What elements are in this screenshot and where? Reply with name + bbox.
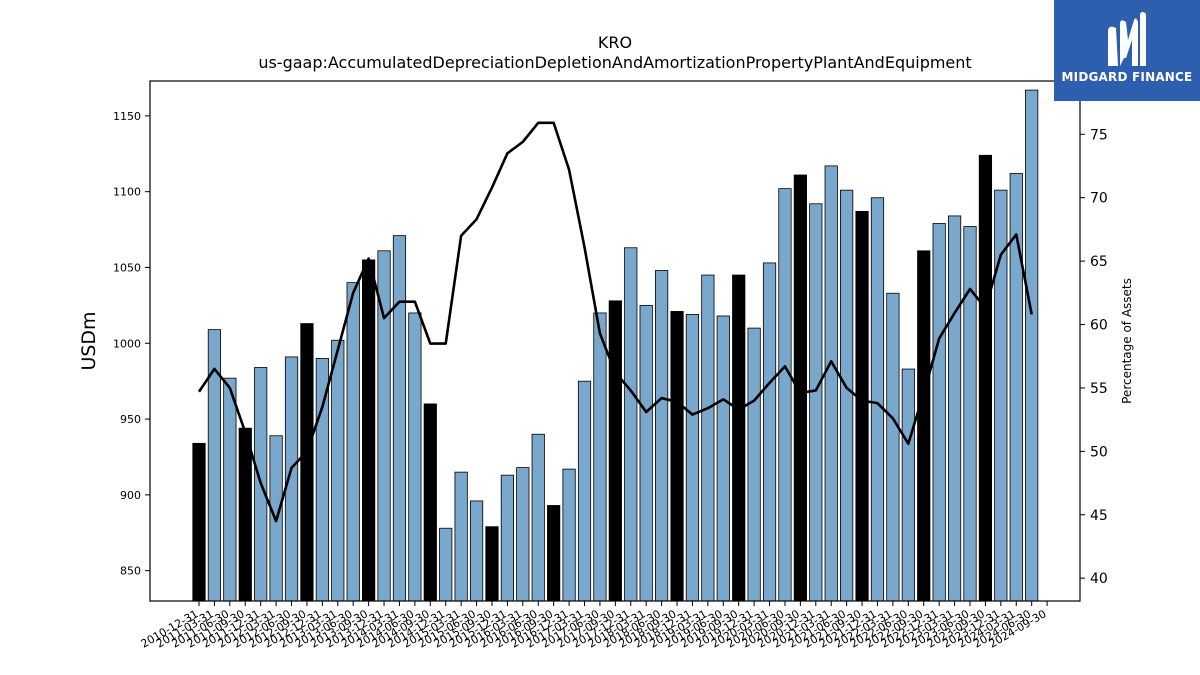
bar [500, 474, 515, 602]
bar [485, 526, 499, 602]
bar [516, 467, 530, 602]
y-tick-label: 850 [120, 565, 141, 578]
bar [639, 304, 653, 602]
bar [870, 197, 885, 602]
bar [855, 210, 869, 602]
y-axis-right: 40 45 50 55 60 65 70 75 [1080, 127, 1108, 587]
y-tick-label: 950 [120, 413, 141, 426]
y2-tick-label: 75 [1090, 127, 1108, 143]
y-tick-label: 1150 [113, 110, 141, 123]
bar [300, 323, 314, 602]
percentage-line [197, 121, 1033, 523]
bar [809, 203, 823, 602]
bar [1025, 89, 1039, 602]
bar [732, 274, 746, 602]
bar [547, 505, 561, 602]
bar [624, 247, 638, 602]
bar [701, 274, 715, 602]
bar [531, 433, 545, 602]
bar [932, 223, 946, 602]
y2-tick-label: 55 [1090, 381, 1108, 397]
bar [994, 189, 1008, 602]
bar [362, 259, 376, 602]
bar [331, 339, 345, 602]
y-axis-label: USDm [78, 311, 100, 370]
bar [346, 282, 360, 602]
chart-subtitle: us-gaap:AccumulatedDepreciationDepletion… [258, 53, 971, 72]
bar [963, 226, 977, 602]
y-tick-label: 1050 [113, 261, 141, 274]
bar [947, 215, 962, 602]
bar [192, 442, 206, 602]
bar [408, 312, 422, 602]
bar [469, 500, 484, 602]
bar [901, 368, 915, 602]
bar [655, 270, 669, 602]
y-tick-label: 1000 [113, 337, 141, 350]
bar [577, 380, 592, 602]
bar [423, 403, 437, 602]
y-tick-label: 900 [120, 489, 141, 502]
bar [978, 154, 993, 602]
bar [716, 315, 730, 602]
brand-name: MIDGARD FINANCE [1061, 70, 1193, 84]
bar [670, 311, 684, 602]
bar [778, 188, 792, 602]
y-axis-left: 850 900 950 1000 1050 1100 1150 [113, 110, 150, 578]
bar [238, 427, 252, 602]
bar [762, 262, 777, 602]
bar [223, 377, 237, 602]
y2-tick-label: 60 [1090, 318, 1108, 334]
midgard-logo-icon [1108, 12, 1146, 67]
y2-axis-label: Percentage of Assets [1120, 278, 1134, 404]
y-tick-label: 1100 [113, 186, 141, 199]
bar [439, 527, 453, 602]
bar [454, 471, 468, 602]
y2-tick-label: 45 [1090, 508, 1108, 524]
bar [886, 292, 900, 602]
bar [840, 189, 854, 602]
bar [747, 327, 761, 602]
bar [593, 312, 607, 602]
bar-series [192, 89, 1039, 602]
bar [392, 235, 407, 602]
y2-tick-label: 65 [1090, 254, 1108, 270]
bar [608, 300, 622, 602]
bar [917, 250, 931, 602]
x-axis: 2010-12-312011-03-312011-06-302011-09-30… [139, 601, 1049, 651]
bar [685, 314, 700, 602]
brand-logo: MIDGARD FINANCE [1054, 0, 1200, 101]
y2-tick-label: 70 [1090, 191, 1108, 207]
y2-tick-label: 40 [1090, 571, 1108, 587]
bar [562, 468, 576, 602]
line-series [197, 121, 1033, 523]
bar [824, 165, 838, 602]
chart-title: KRO [598, 33, 632, 52]
y2-tick-label: 50 [1090, 444, 1108, 460]
